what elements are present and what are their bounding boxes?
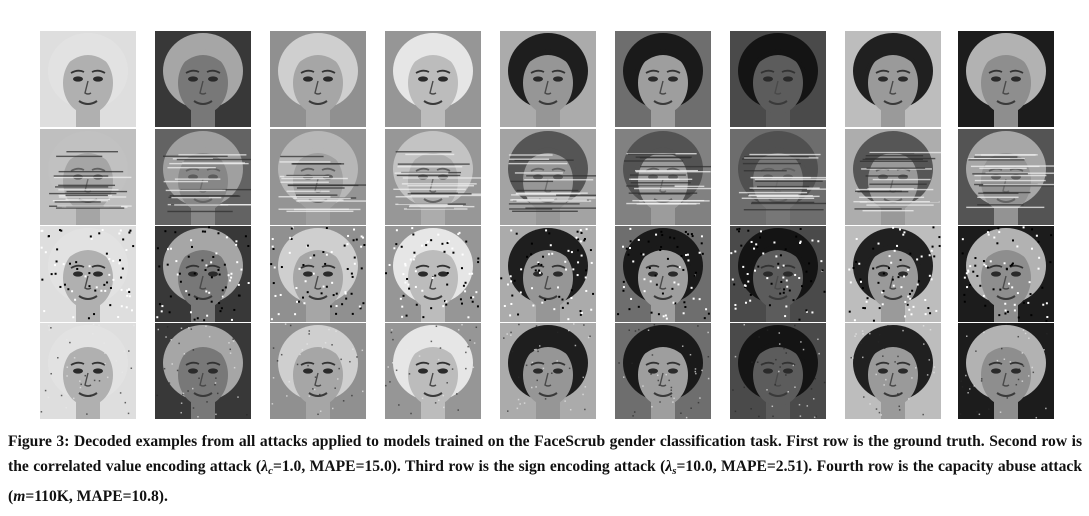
face-thumbnail-correlated-value-encoding-man-dark-hair <box>500 129 596 225</box>
figure-caption: Figure 3: Decoded examples from all atta… <box>8 429 1082 509</box>
face-thumbnail-sign-encoding-man-shaggy-hair <box>615 226 711 322</box>
face-thumbnail-ground-truth-man-dark-hair <box>500 31 596 127</box>
caption-text-3: =10.0, MAPE=2.51). Fourth row is the cap… <box>8 458 1083 505</box>
face-thumbnail-correlated-value-encoding-man-short-dark-hair <box>845 129 941 225</box>
face-thumbnail-capacity-abuse-man-dark-hair <box>500 323 596 419</box>
face-thumbnail-correlated-value-encoding-man-shaggy-hair <box>615 129 711 225</box>
lambda-c-symbol: λ <box>261 458 269 475</box>
face-thumbnail-capacity-abuse-woman-blonde-smiling <box>385 323 481 419</box>
face-thumbnail-sign-encoding-woman-blonde-smiling <box>385 226 481 322</box>
face-grid <box>40 31 1054 419</box>
face-thumbnail-capacity-abuse-woman-curly-hair <box>40 323 136 419</box>
face-thumbnail-correlated-value-encoding-older-man-grey-hair <box>155 129 251 225</box>
face-thumbnail-capacity-abuse-older-man-grey-hair <box>155 323 251 419</box>
face-thumbnail-ground-truth-older-man-grey-hair <box>155 31 251 127</box>
face-thumbnail-correlated-value-encoding-woman-blonde-smiling <box>385 129 481 225</box>
face-thumbnail-correlated-value-encoding-woman-curly-hair <box>40 129 136 225</box>
face-thumbnail-ground-truth-woman-curly-hair <box>40 31 136 127</box>
face-thumbnail-sign-encoding-man-short-dark-hair <box>845 226 941 322</box>
face-thumbnail-sign-encoding-older-man-grey-hair <box>155 226 251 322</box>
face-thumbnail-capacity-abuse-man-beard-smiling <box>270 323 366 419</box>
face-thumbnail-ground-truth-woman-dark-skin <box>730 31 826 127</box>
face-thumbnail-ground-truth-woman-blonde-smiling <box>385 31 481 127</box>
face-thumbnail-capacity-abuse-older-man-wrinkled <box>958 323 1054 419</box>
face-thumbnail-capacity-abuse-man-short-dark-hair <box>845 323 941 419</box>
m-symbol: m <box>13 488 26 505</box>
face-thumbnail-capacity-abuse-man-shaggy-hair <box>615 323 711 419</box>
face-thumbnail-capacity-abuse-woman-dark-skin <box>730 323 826 419</box>
face-thumbnail-ground-truth-man-beard-smiling <box>270 31 366 127</box>
face-thumbnail-ground-truth-man-short-dark-hair <box>845 31 941 127</box>
face-thumbnail-correlated-value-encoding-woman-dark-skin <box>730 129 826 225</box>
lambda-s-subscript: s <box>672 465 677 477</box>
caption-text-4: =110K, MAPE=10.8). <box>25 488 168 505</box>
face-thumbnail-ground-truth-man-shaggy-hair <box>615 31 711 127</box>
caption-text-1: Decoded examples from all attacks applie… <box>8 433 1083 475</box>
face-thumbnail-ground-truth-older-man-wrinkled <box>958 31 1054 127</box>
face-thumbnail-sign-encoding-older-man-wrinkled <box>958 226 1054 322</box>
lambda-c-subscript: c <box>268 465 273 477</box>
face-thumbnail-sign-encoding-woman-dark-skin <box>730 226 826 322</box>
face-thumbnail-sign-encoding-man-dark-hair <box>500 226 596 322</box>
caption-label: Figure 3: <box>8 433 70 450</box>
face-thumbnail-sign-encoding-woman-curly-hair <box>40 226 136 322</box>
face-thumbnail-sign-encoding-man-beard-smiling <box>270 226 366 322</box>
face-thumbnail-correlated-value-encoding-man-beard-smiling <box>270 129 366 225</box>
face-thumbnail-correlated-value-encoding-older-man-wrinkled <box>958 129 1054 225</box>
lambda-s-symbol: λ <box>665 458 673 475</box>
caption-text-2: =1.0, MAPE=15.0). Third row is the sign … <box>272 458 666 475</box>
